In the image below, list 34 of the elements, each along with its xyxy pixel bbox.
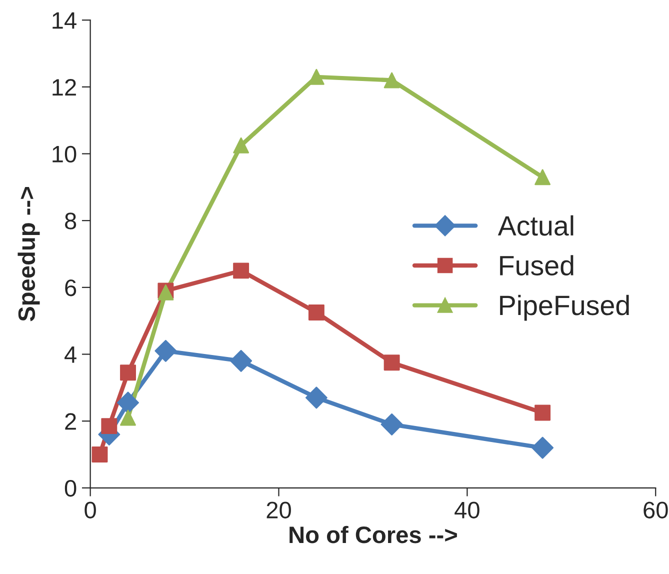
point: [305, 386, 328, 409]
y-axis-title: Speedup -->: [18, 187, 40, 322]
y-tick-label: 8: [65, 212, 76, 230]
point: [384, 72, 400, 88]
legend-label: Fused: [500, 255, 574, 276]
point: [384, 354, 400, 371]
point: [120, 410, 136, 426]
point: [230, 350, 252, 372]
y-tick-label: 4: [64, 346, 76, 363]
y-tick-label: 12: [52, 78, 76, 96]
x-tick-label: 40: [454, 502, 480, 518]
legend-label: PipeFused: [500, 294, 629, 321]
legend-label: Actual: [498, 215, 574, 236]
y-tick-label: 6: [65, 279, 76, 296]
point: [308, 304, 324, 320]
point: [117, 392, 139, 414]
point: [233, 137, 250, 154]
point: [154, 340, 177, 362]
point: [92, 446, 108, 462]
point: [534, 169, 551, 186]
point: [101, 418, 118, 434]
point: [534, 404, 551, 421]
y-tick-label: 2: [65, 413, 76, 430]
x-axis-title: No of Cores -->: [290, 526, 457, 544]
point: [120, 364, 136, 381]
y-tick-label: 14: [52, 12, 76, 29]
point: [233, 262, 250, 279]
y-tick-label: 0: [64, 480, 76, 497]
y-tick-label: 10: [52, 146, 76, 163]
point: [532, 436, 554, 459]
x-tick-label: 20: [266, 502, 291, 518]
x-tick-label: 60: [644, 502, 668, 518]
x-tick-label: 0: [84, 502, 96, 518]
point: [380, 413, 403, 436]
